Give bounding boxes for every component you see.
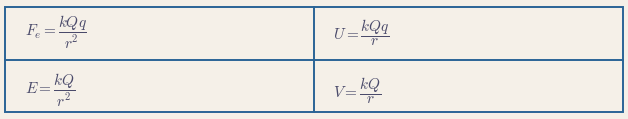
Text: $U = \dfrac{kQq}{r}$: $U = \dfrac{kQq}{r}$ xyxy=(333,17,389,47)
Text: $E = \dfrac{kQ}{r^2}$: $E = \dfrac{kQ}{r^2}$ xyxy=(25,72,75,109)
Bar xyxy=(5,7,623,112)
Text: $F_e = \dfrac{kQq}{r^2}$: $F_e = \dfrac{kQq}{r^2}$ xyxy=(25,13,87,51)
Text: $V = \dfrac{kQ}{r}$: $V = \dfrac{kQ}{r}$ xyxy=(333,75,381,106)
